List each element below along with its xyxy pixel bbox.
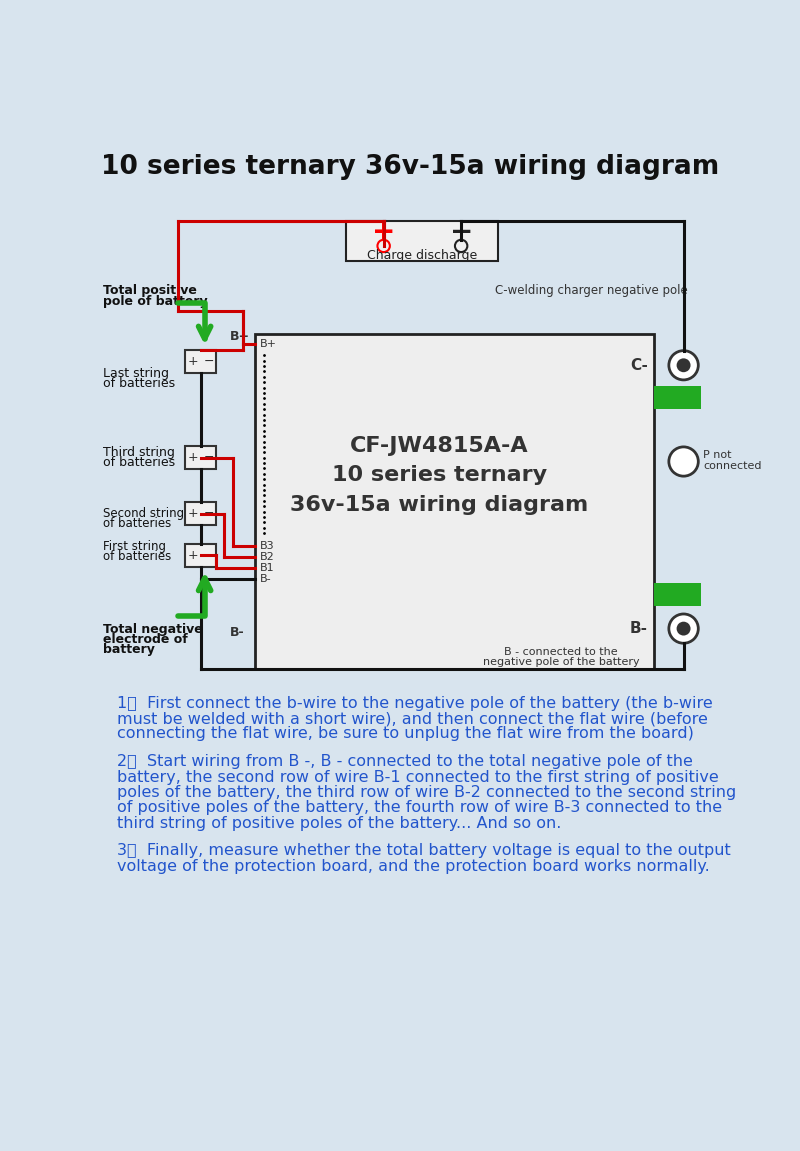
Text: Total positive: Total positive: [103, 284, 197, 297]
Text: Third string: Third string: [103, 445, 175, 459]
Bar: [654, 386, 701, 409]
Text: +: +: [372, 218, 395, 246]
Text: battery, the second row of wire B-1 connected to the first string of positive: battery, the second row of wire B-1 conn…: [117, 770, 718, 785]
Text: 36v-15a wiring diagram: 36v-15a wiring diagram: [290, 495, 588, 514]
Text: −: −: [203, 508, 214, 520]
Circle shape: [669, 447, 698, 477]
Bar: [255, 335, 654, 670]
Text: 10 series ternary 36v-15a wiring diagram: 10 series ternary 36v-15a wiring diagram: [101, 154, 719, 181]
Text: of batteries: of batteries: [103, 456, 175, 468]
Text: of batteries: of batteries: [103, 518, 171, 531]
Text: pole of battery: pole of battery: [103, 295, 208, 307]
Text: P not: P not: [703, 450, 731, 460]
Text: +: +: [188, 549, 198, 562]
Text: First string: First string: [103, 540, 166, 552]
Text: −: −: [203, 549, 214, 562]
Text: −: −: [450, 218, 473, 246]
Text: 2、  Start wiring from B -, B - connected to the total negative pole of the: 2、 Start wiring from B -, B - connected …: [117, 754, 693, 769]
Text: 3、  Finally, measure whether the total battery voltage is equal to the output: 3、 Finally, measure whether the total ba…: [117, 844, 731, 859]
Text: B+: B+: [230, 330, 250, 343]
Text: B+: B+: [260, 340, 277, 350]
Text: 1、  First connect the b-wire to the negative pole of the battery (the b-wire: 1、 First connect the b-wire to the negat…: [117, 695, 713, 710]
Text: of batteries: of batteries: [103, 550, 171, 563]
Bar: [346, 221, 498, 261]
Text: must be welded with a short wire), and then connect the flat wire (before: must be welded with a short wire), and t…: [117, 711, 708, 726]
Text: −: −: [203, 451, 214, 464]
Text: +: +: [188, 355, 198, 368]
Text: B-: B-: [230, 626, 245, 639]
Bar: [186, 350, 216, 373]
Text: Second string: Second string: [103, 508, 184, 520]
Text: third string of positive poles of the battery... And so on.: third string of positive poles of the ba…: [117, 816, 562, 831]
Bar: [186, 502, 216, 525]
Text: CF-JW4815A-A: CF-JW4815A-A: [350, 436, 528, 456]
Text: B2: B2: [260, 552, 274, 562]
Text: voltage of the protection board, and the protection board works normally.: voltage of the protection board, and the…: [117, 859, 710, 874]
Text: −: −: [203, 355, 214, 368]
Text: B3: B3: [260, 541, 274, 551]
Text: B-: B-: [630, 622, 648, 637]
Text: Total negative: Total negative: [103, 623, 203, 635]
Text: B - connected to the: B - connected to the: [504, 648, 618, 657]
Text: of batteries: of batteries: [103, 378, 175, 390]
Text: connected: connected: [703, 462, 762, 471]
Circle shape: [677, 622, 690, 635]
Text: B-: B-: [260, 573, 271, 584]
Text: B1: B1: [260, 563, 274, 573]
Text: poles of the battery, the third row of wire B-2 connected to the second string: poles of the battery, the third row of w…: [117, 785, 736, 800]
Text: battery: battery: [103, 643, 155, 656]
Text: of positive poles of the battery, the fourth row of wire B-3 connected to the: of positive poles of the battery, the fo…: [117, 800, 722, 815]
Text: negative pole of the battery: negative pole of the battery: [483, 657, 639, 668]
Bar: [654, 584, 701, 607]
Circle shape: [669, 613, 698, 643]
Text: electrode of: electrode of: [103, 633, 188, 646]
Bar: [186, 544, 216, 567]
Text: +: +: [188, 451, 198, 464]
Circle shape: [669, 351, 698, 380]
Bar: [186, 447, 216, 470]
Text: Charge discharge: Charge discharge: [367, 249, 477, 261]
Circle shape: [677, 358, 690, 372]
Text: C-: C-: [630, 358, 648, 373]
Text: +: +: [188, 508, 198, 520]
Text: Last string: Last string: [103, 367, 169, 380]
Text: C-welding charger negative pole: C-welding charger negative pole: [494, 284, 687, 297]
Text: 10 series ternary: 10 series ternary: [331, 465, 546, 486]
Text: connecting the flat wire, be sure to unplug the flat wire from the board): connecting the flat wire, be sure to unp…: [117, 726, 694, 741]
